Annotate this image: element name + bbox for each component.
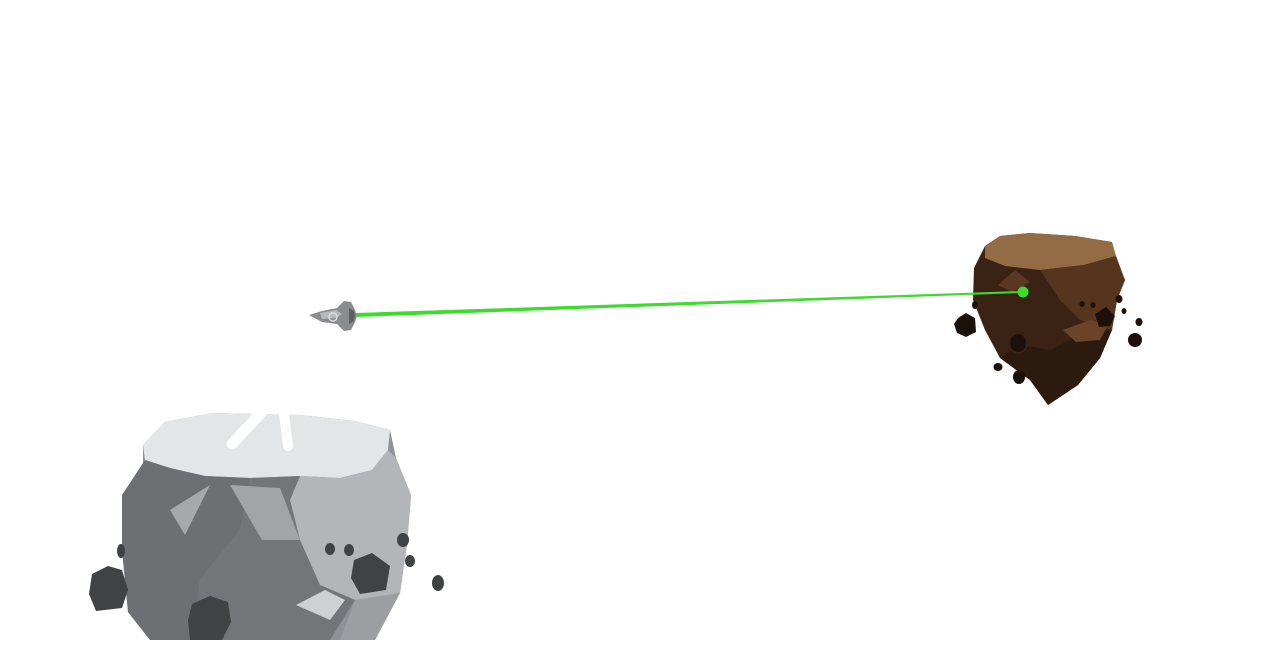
rock-debris <box>1095 307 1115 327</box>
rock-debris <box>397 533 409 547</box>
rock-debris <box>351 553 390 594</box>
rock-debris <box>993 363 1003 371</box>
brown-asteroid[interactable] <box>954 233 1143 405</box>
rock-debris <box>1090 302 1096 308</box>
gray-asteroid-facet <box>122 460 250 640</box>
laser-beam-ray <box>356 291 1022 317</box>
rock-debris <box>405 555 415 567</box>
gray-asteroid-streak <box>226 406 268 450</box>
gray-asteroid-top <box>143 413 390 478</box>
brown-asteroid-facet <box>1000 330 1112 405</box>
brown-asteroid-top <box>985 233 1116 270</box>
brown-asteroid-facet <box>1063 320 1108 342</box>
rock-debris <box>1135 318 1143 326</box>
rock-debris <box>432 575 444 591</box>
rock-debris <box>188 596 231 640</box>
rock-debris <box>972 301 978 309</box>
rock-debris <box>89 566 128 611</box>
rock-debris <box>1115 295 1123 303</box>
gray-asteroid-streak <box>279 409 293 451</box>
rock-debris <box>954 313 976 337</box>
gray-asteroid-facet <box>230 485 300 540</box>
rock-debris <box>1008 332 1028 354</box>
gray-asteroid-facet <box>296 590 345 620</box>
spaceship-cockpit <box>328 312 338 322</box>
rock-debris <box>1079 301 1085 307</box>
gray-asteroid-facet <box>340 593 400 640</box>
brown-asteroid-facet <box>998 270 1030 292</box>
rock-debris <box>117 544 125 558</box>
spaceship-engine <box>349 308 355 324</box>
rock-debris <box>1121 308 1127 314</box>
laser-target-dot <box>1017 286 1029 298</box>
rock-debris <box>325 543 335 555</box>
rock-debris <box>344 544 354 556</box>
rock-debris <box>1013 370 1025 384</box>
gray-asteroid[interactable] <box>89 406 444 640</box>
rock-debris <box>1128 333 1142 347</box>
gray-asteroid-facet <box>170 485 210 535</box>
laser-beam <box>356 286 1029 317</box>
spaceship[interactable] <box>309 301 357 331</box>
